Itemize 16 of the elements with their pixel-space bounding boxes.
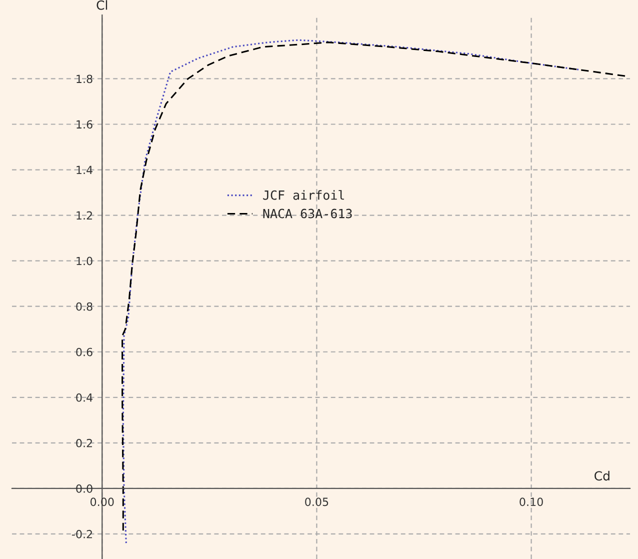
y-tick-label: 0.2 <box>76 438 92 448</box>
y-tick-label: 1.2 <box>76 211 92 220</box>
y-tick-label: 1.4 <box>76 166 92 174</box>
legend-label: NACA 63A-613 <box>263 208 352 218</box>
y-tick-label: -0.2 <box>72 530 92 538</box>
x-tick-label: 0.10 <box>520 498 543 506</box>
y-tick-label: 1.0 <box>76 256 92 266</box>
x-axis-title: Cd <box>594 470 610 481</box>
y-tick-label: 0.4 <box>76 393 92 402</box>
legend-label: JCF airfoil <box>263 190 344 200</box>
y-tick-label: 0.6 <box>76 348 92 356</box>
y-tick-label: 1.6 <box>76 120 92 129</box>
y-tick-label: 1.8 <box>76 74 92 84</box>
y-axis-title: Cl <box>96 0 108 10</box>
x-tick-label: 0.05 <box>305 498 328 506</box>
y-tick-label: 0.8 <box>76 302 92 311</box>
